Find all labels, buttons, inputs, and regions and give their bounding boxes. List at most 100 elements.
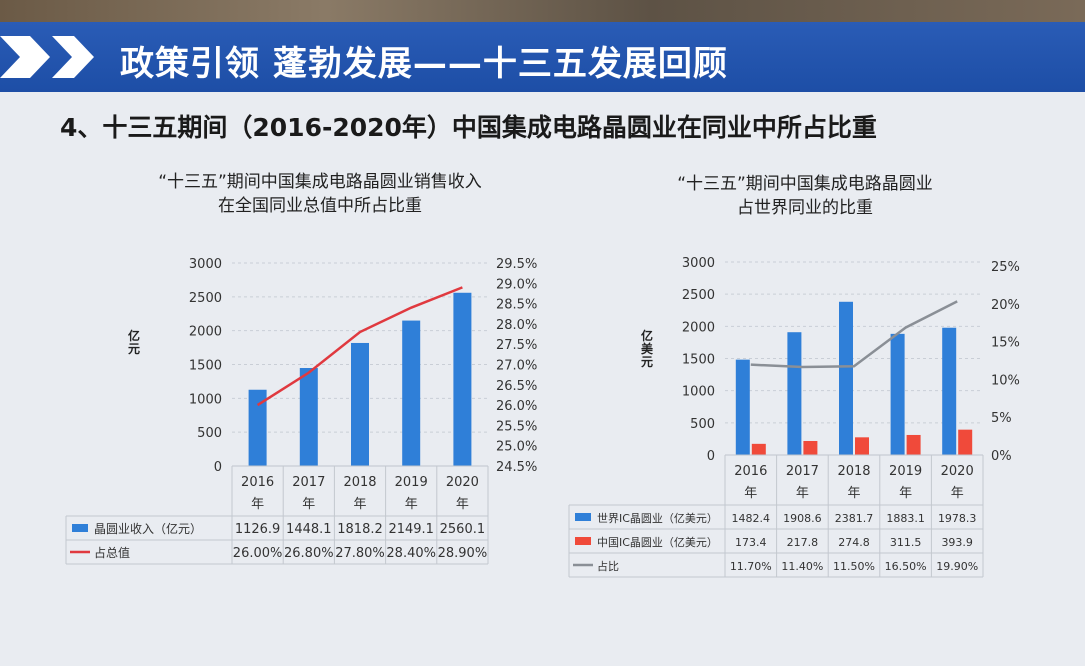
- x-tick-label: 2018: [343, 475, 376, 490]
- data-label: 1448.1: [286, 522, 332, 537]
- chart1-title-line1: “十三五”期间中国集成电路晶圆业销售收入: [158, 172, 482, 192]
- y-left-tick-label: 1500: [189, 359, 222, 374]
- y-left-tick-label: 1500: [682, 353, 715, 368]
- x-tick-label-suffix: 年: [796, 486, 809, 501]
- x-tick-label: 2017: [292, 475, 325, 490]
- slide-subtitle: 4、十三五期间（2016-2020年）中国集成电路晶圆业在同业中所占比重: [60, 113, 877, 142]
- y-right-tick-label: 24.5%: [496, 460, 537, 475]
- chart2-title: “十三五”期间中国集成电路晶圆业 占世界同业的比重: [590, 172, 1020, 220]
- data-label: 16.50%: [885, 560, 927, 573]
- data-label: 217.8: [787, 536, 819, 549]
- data-label: 1883.1: [886, 512, 925, 525]
- data-label: 28.90%: [438, 546, 488, 561]
- data-label: 11.40%: [781, 560, 823, 573]
- x-tick-label-suffix: 年: [456, 497, 469, 512]
- y-left-tick-label: 2500: [682, 288, 715, 303]
- legend-label: 占总值: [94, 545, 130, 560]
- bar: [453, 292, 472, 466]
- y-right-tick-label: 25.0%: [496, 440, 537, 455]
- chevron-arrow-icon: [0, 36, 94, 78]
- chart2-title-line1: “十三五”期间中国集成电路晶圆业: [677, 174, 933, 194]
- x-tick-label-suffix: 年: [847, 486, 860, 501]
- data-label: 311.5: [890, 536, 922, 549]
- bar: [803, 440, 818, 455]
- y-left-tick-label: 0: [214, 460, 222, 475]
- x-tick-label: 2019: [395, 475, 428, 490]
- data-label: 11.50%: [833, 560, 875, 573]
- y-right-tick-label: 10%: [991, 373, 1020, 388]
- x-tick-label: 2019: [889, 464, 922, 479]
- data-label: 1908.6: [783, 512, 822, 525]
- data-label: 1818.2: [337, 522, 383, 537]
- data-label: 26.00%: [233, 546, 283, 561]
- y-axis-label-char: 美: [641, 341, 654, 356]
- x-tick-label-suffix: 年: [302, 497, 315, 512]
- y-left-tick-label: 1000: [682, 385, 715, 400]
- y-left-tick-label: 0: [707, 449, 715, 464]
- bar: [890, 333, 905, 455]
- bar: [751, 443, 766, 455]
- y-right-tick-label: 0%: [991, 449, 1012, 464]
- x-tick-label-suffix: 年: [899, 486, 912, 501]
- y-left-tick-label: 2000: [189, 325, 222, 340]
- y-left-tick-label: 2500: [189, 291, 222, 306]
- chart1-title-line2: 在全国同业总值中所占比重: [218, 196, 422, 216]
- y-right-tick-label: 25.5%: [496, 419, 537, 434]
- bar: [248, 389, 267, 466]
- x-tick-label-suffix: 年: [951, 486, 964, 501]
- data-label: 2381.7: [835, 512, 874, 525]
- data-label: 2560.1: [440, 522, 486, 537]
- chart1-revenue-share: 3000 2500 2000 1500 1000 500 0 29.5% 29.0% 28.5% 2…: [65, 257, 537, 565]
- y-left-tick-label: 2000: [682, 320, 715, 335]
- y-left-tick-label: 3000: [682, 256, 715, 271]
- bar: [942, 327, 957, 455]
- x-tick-label: 2016: [734, 464, 767, 479]
- y-right-tick-label: 25%: [991, 260, 1020, 275]
- legend-swatch: [575, 537, 591, 545]
- y-right-tick-label: 15%: [991, 336, 1020, 351]
- y-right-tick-label: 28.0%: [496, 318, 537, 333]
- x-tick-label-suffix: 年: [405, 497, 418, 512]
- chart2-world-share: 3000 2500 2000 1500 1000 500 0 25% 20% 15% 10% 5% 0%…: [568, 256, 1020, 578]
- x-tick-label: 2018: [837, 464, 870, 479]
- y-left-tick-label: 500: [690, 417, 715, 432]
- x-tick-label: 2016: [241, 475, 274, 490]
- y-axis-label-char: 亿: [128, 328, 140, 343]
- y-right-tick-label: 29.0%: [496, 277, 537, 292]
- bar: [855, 437, 869, 455]
- bar: [402, 320, 421, 466]
- y-left-tick-label: 1000: [189, 392, 222, 407]
- data-label: 274.8: [838, 536, 870, 549]
- x-tick-label-suffix: 年: [251, 497, 264, 512]
- x-tick-label-suffix: 年: [744, 486, 757, 501]
- data-label: 173.4: [735, 536, 767, 549]
- y-right-tick-label: 5%: [991, 411, 1012, 426]
- series-line: [750, 300, 958, 369]
- slide-header: 政策引领 蓬勃发展——十三五发展回顾: [0, 22, 1085, 92]
- y-axis-label-char: 元: [641, 355, 653, 369]
- legend-swatch: [575, 513, 591, 521]
- bar: [299, 368, 318, 466]
- data-label: 26.80%: [284, 546, 334, 561]
- y-right-tick-label: 26.5%: [496, 379, 537, 394]
- data-label: 393.9: [941, 536, 973, 549]
- bar: [958, 429, 973, 455]
- y-right-tick-label: 26.0%: [496, 399, 537, 414]
- y-left-tick-label: 500: [197, 426, 222, 441]
- y-axis-label-char: 元: [128, 342, 140, 356]
- bar: [735, 359, 750, 455]
- x-tick-label-suffix: 年: [353, 497, 366, 512]
- data-label: 28.40%: [386, 546, 436, 561]
- y-right-tick-label: 27.5%: [496, 338, 537, 353]
- legend-swatch: [72, 524, 88, 532]
- bar: [787, 332, 802, 455]
- stage-backdrop: [0, 0, 1085, 22]
- data-label: 1482.4: [732, 512, 771, 525]
- y-axis-label-char: 亿: [641, 328, 653, 343]
- bar: [351, 342, 369, 466]
- x-tick-label: 2020: [941, 464, 974, 479]
- legend-label: 晶圆业收入（亿元）: [94, 521, 202, 536]
- legend-label: 中国IC晶圆业（亿美元）: [597, 536, 718, 549]
- data-label: 1126.9: [235, 522, 281, 537]
- data-label: 19.90%: [936, 560, 978, 573]
